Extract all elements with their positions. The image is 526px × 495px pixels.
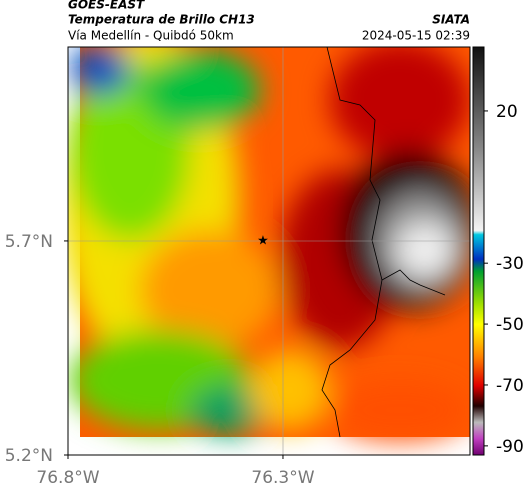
source: SIATA (432, 13, 470, 27)
colorbar-tick-label: -50 (496, 315, 524, 335)
title: GOES-EAST (68, 0, 145, 12)
x-tick-label: 76.8°W (36, 468, 99, 488)
svg-text:★: ★ (257, 234, 269, 249)
timestamp: 2024-05-15 02:39 (362, 29, 470, 43)
colorbar (472, 46, 485, 456)
colorbar-tick-label: -90 (496, 437, 524, 457)
ticks: 76.8°W 76.3°W 5.7°N 5.2°N 20 -30 -50 -70 -90 (5, 102, 524, 488)
satellite-image: ★ (68, 47, 470, 455)
colorbar-tick-label: -30 (496, 254, 524, 274)
map-frame (67, 46, 471, 456)
route: Vía Medellín - Quibdó 50km (68, 29, 234, 43)
colorbar-tick-label: -70 (496, 376, 524, 396)
x-tick-label: 76.3°W (251, 468, 314, 488)
colorbar-tick-label: 20 (496, 102, 518, 122)
y-tick-label: 5.7°N (5, 232, 53, 252)
y-tick-label: 5.2°N (5, 446, 53, 466)
subtitle: Temperatura de Brillo CH13 (68, 13, 255, 27)
